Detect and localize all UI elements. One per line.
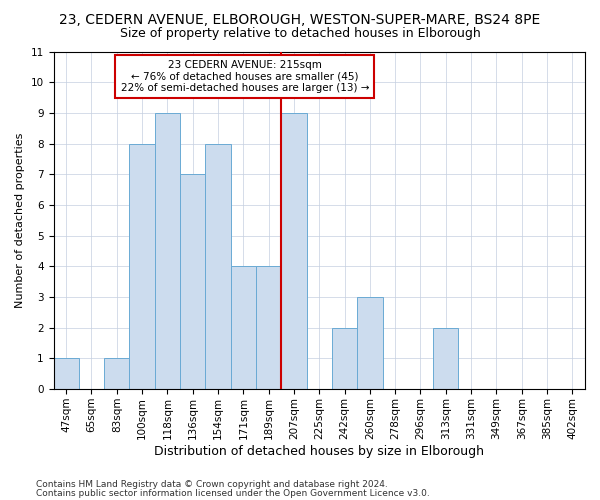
Bar (332, 328, 357, 389)
Bar (180, 174, 205, 389)
Text: 23 CEDERN AVENUE: 215sqm
← 76% of detached houses are smaller (45)
22% of semi-d: 23 CEDERN AVENUE: 215sqm ← 76% of detach… (121, 60, 369, 93)
X-axis label: Distribution of detached houses by size in Elborough: Distribution of detached houses by size … (154, 444, 484, 458)
Bar (104, 358, 130, 389)
Bar (53, 358, 79, 389)
Bar (433, 328, 458, 389)
Bar (281, 113, 307, 389)
Text: Size of property relative to detached houses in Elborough: Size of property relative to detached ho… (119, 28, 481, 40)
Bar (130, 144, 155, 389)
Y-axis label: Number of detached properties: Number of detached properties (15, 132, 25, 308)
Text: Contains HM Land Registry data © Crown copyright and database right 2024.: Contains HM Land Registry data © Crown c… (36, 480, 388, 489)
Bar (357, 297, 383, 389)
Text: 23, CEDERN AVENUE, ELBOROUGH, WESTON-SUPER-MARE, BS24 8PE: 23, CEDERN AVENUE, ELBOROUGH, WESTON-SUP… (59, 12, 541, 26)
Bar (256, 266, 281, 389)
Bar (230, 266, 256, 389)
Bar (205, 144, 230, 389)
Text: Contains public sector information licensed under the Open Government Licence v3: Contains public sector information licen… (36, 488, 430, 498)
Bar (155, 113, 180, 389)
